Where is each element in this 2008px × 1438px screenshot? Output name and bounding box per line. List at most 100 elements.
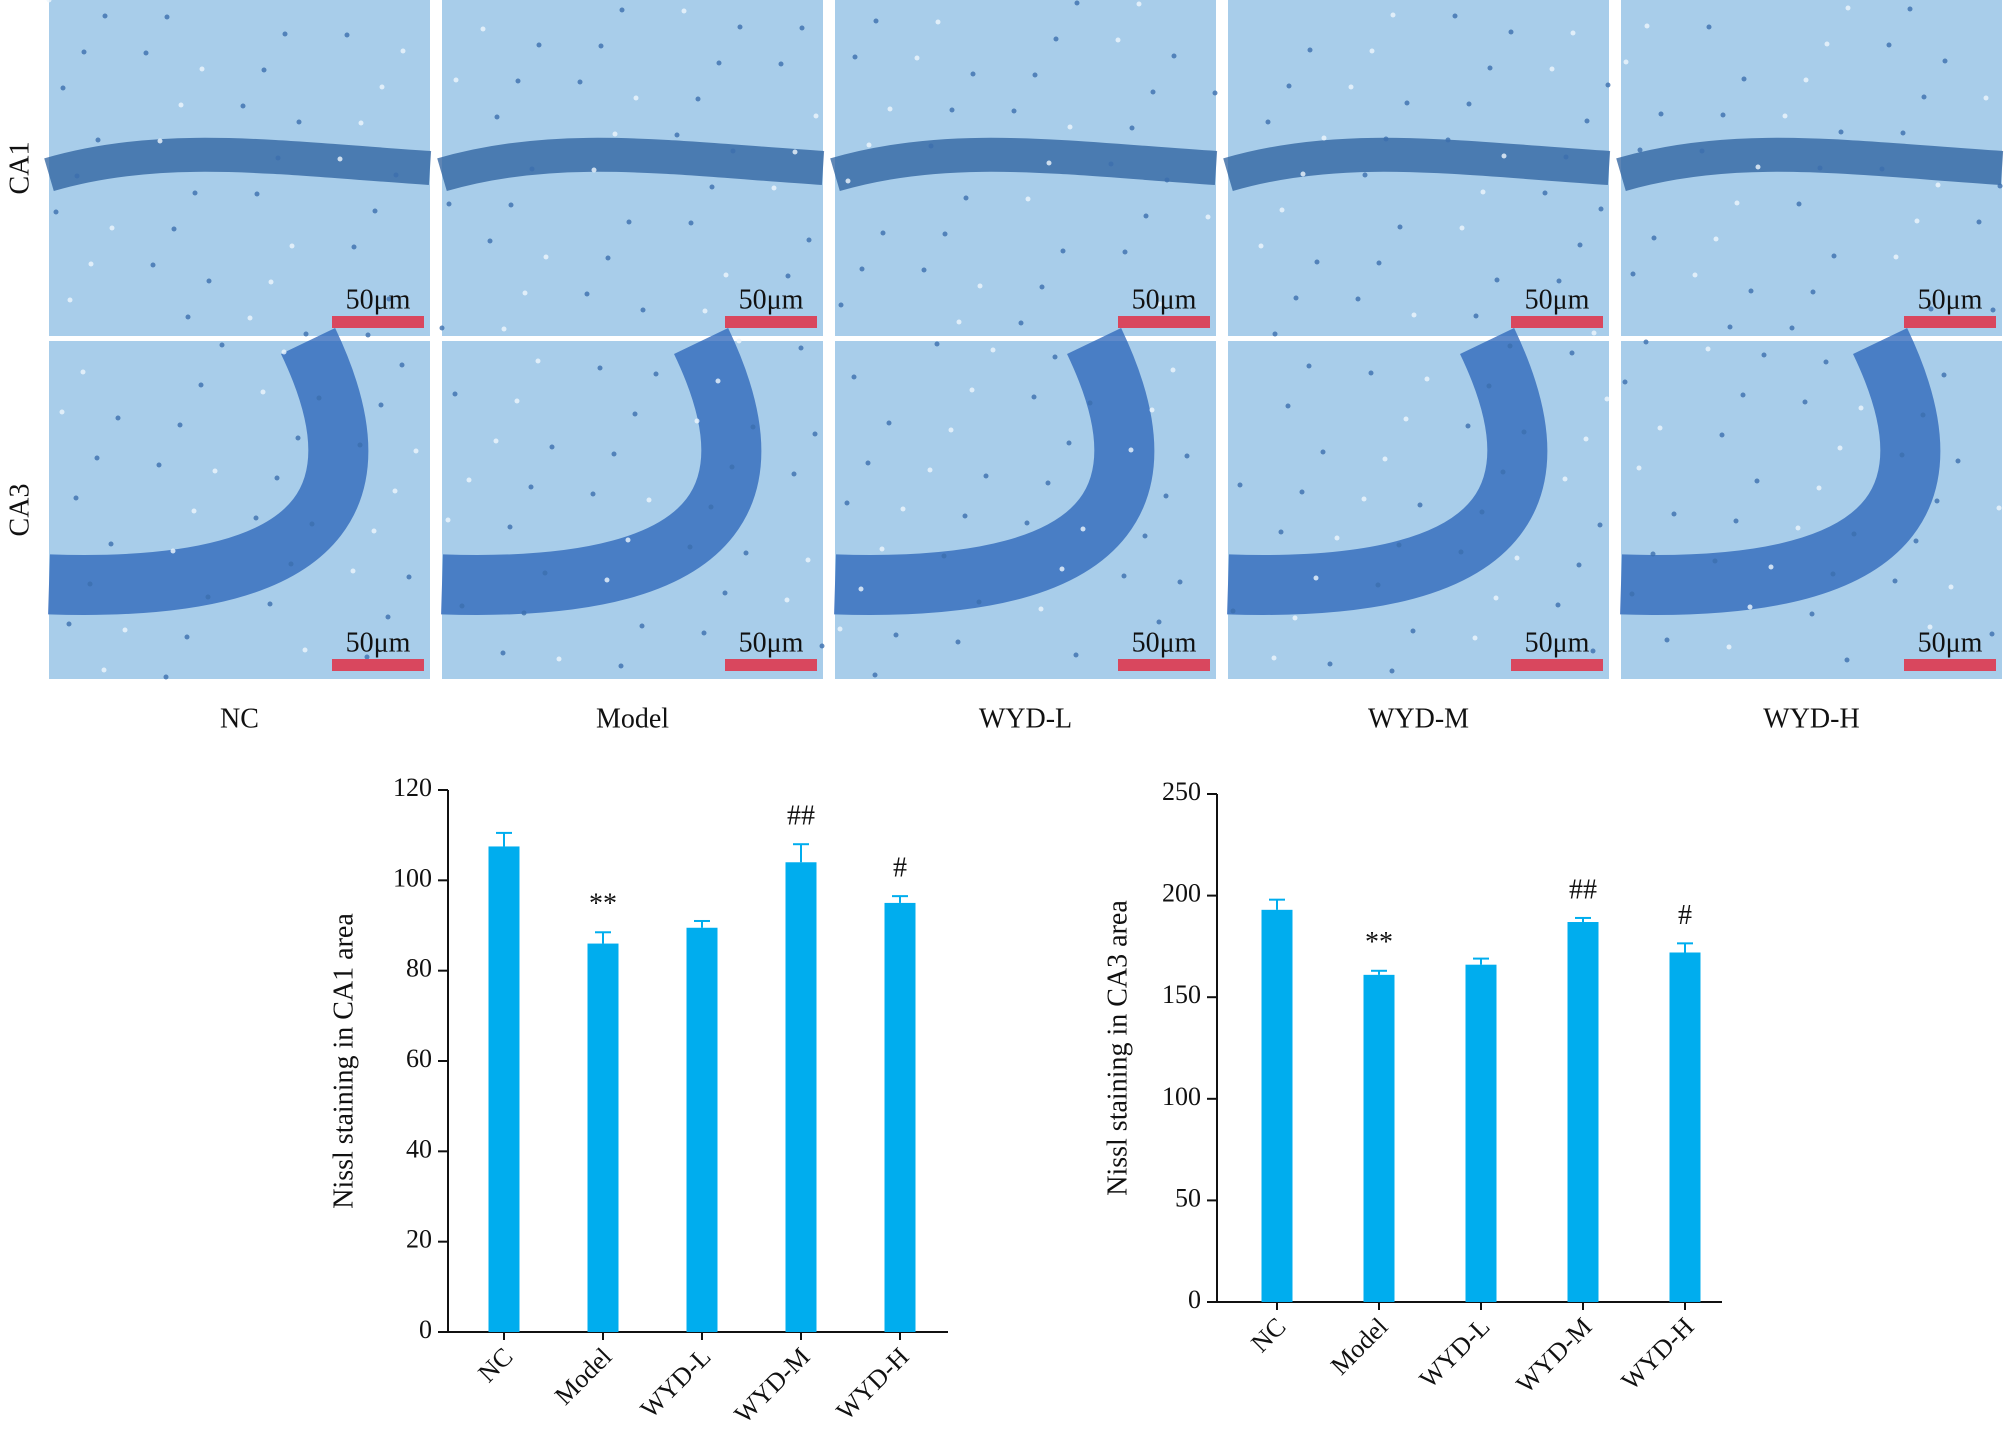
micrograph	[835, 341, 1216, 679]
cell	[886, 420, 892, 426]
cell	[681, 8, 687, 14]
bar	[686, 927, 718, 1332]
cell	[799, 25, 805, 31]
cell	[838, 302, 844, 308]
cell	[1164, 177, 1170, 183]
cell	[1844, 657, 1850, 663]
cell	[281, 349, 287, 355]
bar	[1363, 974, 1395, 1302]
cell	[893, 632, 899, 638]
cell	[1754, 478, 1760, 484]
cell	[1831, 253, 1837, 259]
cell	[1205, 214, 1211, 220]
cell	[372, 208, 378, 214]
cell	[413, 448, 419, 454]
cell	[1314, 259, 1320, 265]
cell	[556, 656, 562, 662]
cell	[1914, 218, 1920, 224]
cell	[778, 61, 784, 67]
cell	[191, 508, 197, 514]
error-bar	[793, 843, 809, 863]
cell	[1122, 249, 1128, 255]
significance-label: ##	[787, 801, 815, 832]
significance-label: #	[893, 853, 907, 884]
cell	[633, 95, 639, 101]
cell	[948, 427, 954, 433]
cell	[983, 473, 989, 479]
cell	[521, 610, 527, 616]
cell	[500, 650, 506, 656]
cell	[1830, 571, 1836, 577]
cell	[701, 630, 707, 636]
scale-bar-label: 50μm	[1918, 284, 1983, 315]
cell	[1382, 456, 1388, 462]
cell	[1508, 29, 1514, 35]
error-bar	[1371, 969, 1387, 975]
cell	[879, 546, 885, 552]
cell	[260, 389, 266, 395]
cell	[1300, 171, 1306, 177]
y-tick-label: 150	[1162, 980, 1201, 1009]
cell	[970, 71, 976, 77]
cell	[1810, 289, 1816, 295]
cell	[1368, 370, 1374, 376]
y-tick-label: 250	[1162, 777, 1201, 806]
cell	[1845, 5, 1851, 11]
cell	[737, 24, 743, 30]
significance-label: ##	[1569, 874, 1597, 905]
cell	[453, 77, 459, 83]
scale-bar	[1118, 316, 1210, 328]
cell	[806, 237, 812, 243]
cell	[94, 455, 100, 461]
cell	[687, 544, 693, 550]
column-label: WYD-H	[1763, 703, 1859, 734]
cell	[1087, 400, 1093, 406]
cell	[494, 114, 500, 120]
cell	[1046, 160, 1052, 166]
cell	[1404, 100, 1410, 106]
cell	[1605, 82, 1611, 88]
cell	[528, 484, 534, 490]
cell	[1376, 260, 1382, 266]
scale-bar	[1904, 316, 1996, 328]
cell	[1272, 331, 1278, 337]
cell	[1838, 129, 1844, 135]
cell	[955, 639, 961, 645]
cell	[1913, 538, 1919, 544]
cell-layer	[830, 137, 1218, 192]
cell	[1389, 668, 1395, 674]
cell	[1458, 549, 1464, 555]
bar	[1567, 922, 1599, 1302]
cell	[1128, 447, 1134, 453]
cell	[1664, 637, 1670, 643]
scale-bar	[725, 316, 817, 328]
cell	[406, 574, 412, 580]
cell	[267, 601, 273, 607]
error-bar	[1575, 916, 1591, 923]
cell	[935, 19, 941, 25]
cell	[66, 621, 72, 627]
cell	[1487, 65, 1493, 71]
scale-bar-label: 50μm	[1918, 627, 1983, 658]
cell	[296, 119, 302, 125]
cell	[1927, 624, 1933, 630]
cell	[852, 54, 858, 60]
cell	[364, 654, 370, 660]
cell	[80, 369, 86, 375]
cell	[1555, 602, 1561, 608]
cell	[108, 541, 114, 547]
cell	[170, 548, 176, 554]
cell	[1473, 313, 1479, 319]
cell	[1657, 425, 1663, 431]
y-tick-label: 80	[406, 954, 432, 983]
cell	[1024, 520, 1030, 526]
cell	[1038, 606, 1044, 612]
cell	[1052, 354, 1058, 360]
error-bar	[496, 831, 512, 847]
cell	[240, 103, 246, 109]
cell	[1719, 432, 1725, 438]
cell	[1907, 6, 1913, 12]
cell	[466, 477, 472, 483]
cell	[439, 325, 445, 331]
cell	[171, 226, 177, 232]
